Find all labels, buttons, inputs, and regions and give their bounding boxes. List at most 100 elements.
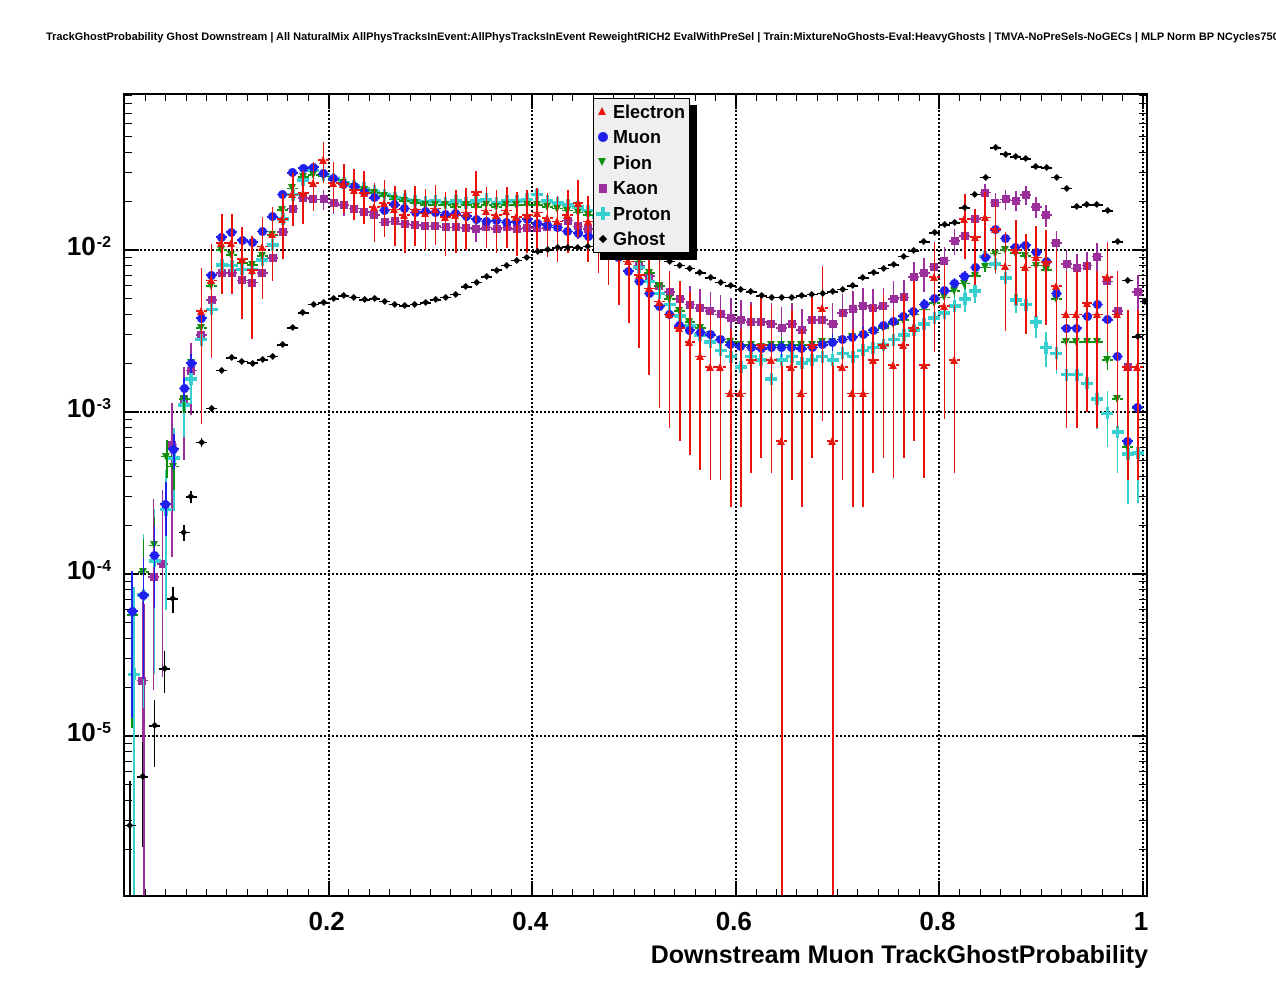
marker-electron (278, 215, 287, 224)
error-bar-kaon (740, 299, 742, 348)
y-tick-exponent: -5 (96, 720, 111, 738)
error-bar-electron (729, 329, 732, 507)
x-tick (267, 95, 269, 101)
error-bar-kaon (152, 498, 155, 691)
x-error-dash (176, 465, 180, 468)
x-error-dash (834, 291, 838, 293)
marker-ghost (1052, 173, 1061, 182)
marker-electron (237, 254, 246, 263)
marker-kaon (138, 676, 147, 685)
x-error-dash (1079, 341, 1083, 343)
y-tick (125, 784, 132, 786)
x-tick (185, 95, 187, 101)
x-error-dash (651, 272, 655, 274)
x-error-dash (511, 259, 515, 262)
x-error-dash (572, 247, 576, 249)
error-bar-electron (902, 293, 905, 458)
x-error-dash (786, 296, 790, 299)
x-error-dash (916, 327, 920, 329)
marker-electron (644, 284, 653, 293)
marker-electron (1133, 362, 1142, 371)
error-bar-electron (343, 163, 345, 214)
y-tick (125, 285, 132, 287)
x-error-dash (946, 224, 950, 226)
x-error-dash (186, 398, 190, 400)
marker-electron (970, 233, 979, 242)
x-error-dash (702, 355, 706, 358)
marker-electron (838, 362, 847, 371)
x-error-dash (580, 202, 584, 204)
x-error-dash (549, 249, 553, 251)
marker-ghost (268, 352, 277, 361)
error-bar-ghost (153, 700, 156, 768)
y-tick (1139, 256, 1146, 258)
x-error-dash (223, 249, 228, 251)
marker-kaon (1093, 252, 1102, 261)
x-error-dash (246, 362, 251, 365)
x-error-dash (1101, 210, 1106, 212)
x-error-dash (315, 303, 319, 306)
x-error-dash (175, 598, 179, 600)
x-error-dash (1058, 176, 1062, 179)
marker-electron (797, 389, 806, 398)
y-tick (125, 820, 132, 822)
marker-ghost (849, 282, 857, 290)
y-tick (125, 524, 132, 526)
x-error-dash (590, 220, 594, 223)
x-error-dash (1017, 156, 1022, 158)
error-bar-electron (404, 190, 406, 254)
x-error-dash (1017, 252, 1022, 254)
marker-electron (451, 210, 460, 219)
marker-ghost (838, 285, 847, 294)
x-error-dash (895, 323, 900, 325)
error-bar-electron (699, 302, 701, 470)
x-error-dash (552, 247, 556, 249)
y-tick (125, 95, 132, 96)
y-tick (125, 411, 139, 413)
x-error-dash (430, 299, 434, 301)
x-error-dash (318, 302, 322, 304)
legend: Electron Muon Pion Kaon Proton Ghost (593, 98, 690, 253)
marker-kaon (940, 256, 949, 265)
marker-electron (268, 230, 277, 239)
error-bar-electron (760, 293, 763, 458)
y-tick (1139, 658, 1146, 660)
x-tick (470, 95, 472, 101)
x-error-dash (1099, 341, 1103, 343)
x-error-dash (409, 303, 413, 306)
x-error-dash (193, 495, 197, 498)
x-error-dash (335, 297, 340, 300)
x-error-dash (185, 495, 189, 498)
x-error-dash (631, 260, 635, 263)
marker-kaon (1062, 259, 1071, 268)
x-tick (327, 95, 330, 109)
marker-proton (1115, 426, 1120, 439)
marker-ghost (675, 261, 684, 270)
plus-icon (594, 206, 613, 222)
x-error-dash (447, 216, 452, 218)
x-error-dash (1017, 249, 1022, 251)
y-tick (1139, 362, 1146, 364)
y-tick-label: 10-2 (66, 231, 111, 261)
legend-item-electron: Electron (594, 99, 689, 125)
x-error-dash (1089, 302, 1093, 304)
x-error-dash (508, 204, 513, 206)
x-error-dash (539, 211, 543, 214)
marker-muon (777, 343, 787, 353)
x-error-dash (519, 204, 523, 206)
x-error-dash (641, 274, 645, 276)
y-tick (1139, 686, 1146, 688)
x-error-dash (1109, 210, 1113, 212)
x-error-dash (773, 359, 777, 361)
error-bar-electron (628, 228, 630, 324)
y-tick (125, 274, 132, 276)
x-error-dash (885, 343, 889, 346)
marker-electron (716, 362, 725, 371)
x-tick (837, 95, 839, 101)
marker-ghost (533, 248, 542, 256)
x-error-dash (166, 667, 171, 670)
marker-proton (1105, 407, 1110, 420)
x-error-dash (888, 264, 892, 266)
error-bar-electron (363, 171, 366, 225)
